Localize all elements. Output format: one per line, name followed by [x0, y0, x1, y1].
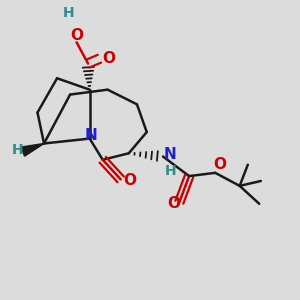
Text: N: N: [85, 128, 98, 143]
Text: O: O: [167, 196, 180, 211]
Text: H: H: [12, 143, 24, 157]
Text: H: H: [164, 164, 176, 178]
Polygon shape: [21, 143, 44, 156]
Text: O: O: [214, 157, 226, 172]
Text: O: O: [103, 51, 116, 66]
Text: H: H: [63, 6, 74, 20]
Text: O: O: [70, 28, 83, 43]
Text: N: N: [163, 147, 176, 162]
Text: O: O: [123, 173, 136, 188]
